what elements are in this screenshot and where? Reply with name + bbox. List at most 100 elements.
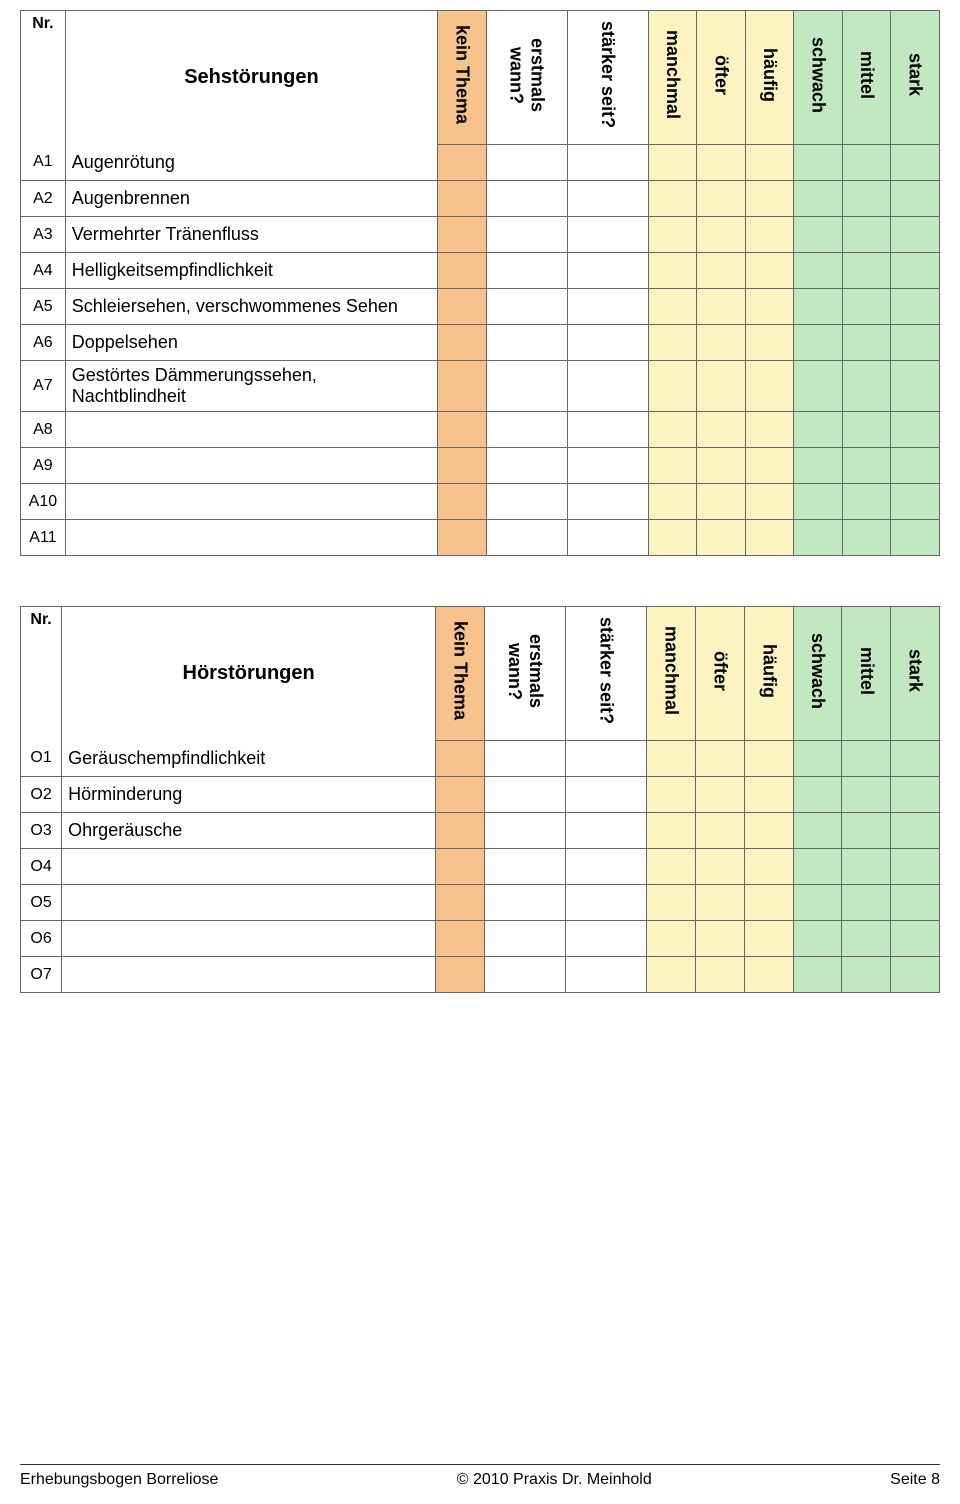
cell-schwach[interactable]	[793, 849, 842, 885]
cell-staerker[interactable]	[567, 181, 648, 217]
cell-haeufig[interactable]	[745, 289, 794, 325]
cell-stark[interactable]	[891, 361, 940, 412]
cell-mittel[interactable]	[842, 520, 891, 556]
cell-stark[interactable]	[891, 777, 940, 813]
cell-haeufig[interactable]	[745, 325, 794, 361]
cell-manchmal[interactable]	[647, 849, 696, 885]
cell-haeufig[interactable]	[744, 849, 793, 885]
cell-haeufig[interactable]	[744, 957, 793, 993]
cell-staerker[interactable]	[567, 325, 648, 361]
cell-mittel[interactable]	[842, 253, 891, 289]
cell-mittel[interactable]	[842, 217, 891, 253]
cell-stark[interactable]	[891, 813, 940, 849]
cell-manchmal[interactable]	[647, 885, 696, 921]
cell-staerker[interactable]	[566, 849, 647, 885]
cell-mittel[interactable]	[842, 741, 891, 777]
cell-schwach[interactable]	[793, 777, 842, 813]
cell-kein-thema[interactable]	[438, 361, 487, 412]
cell-schwach[interactable]	[794, 361, 843, 412]
cell-oefter[interactable]	[696, 849, 745, 885]
cell-erstmals[interactable]	[486, 361, 567, 412]
cell-stark[interactable]	[891, 885, 940, 921]
cell-erstmals[interactable]	[484, 777, 565, 813]
cell-kein-thema[interactable]	[436, 885, 485, 921]
cell-erstmals[interactable]	[484, 849, 565, 885]
cell-oefter[interactable]	[697, 145, 746, 181]
cell-manchmal[interactable]	[648, 448, 697, 484]
cell-schwach[interactable]	[794, 289, 843, 325]
cell-stark[interactable]	[891, 325, 940, 361]
cell-mittel[interactable]	[842, 145, 891, 181]
cell-schwach[interactable]	[794, 181, 843, 217]
cell-kein-thema[interactable]	[438, 325, 487, 361]
cell-oefter[interactable]	[697, 412, 746, 448]
cell-staerker[interactable]	[567, 289, 648, 325]
cell-haeufig[interactable]	[744, 741, 793, 777]
cell-haeufig[interactable]	[745, 484, 794, 520]
cell-staerker[interactable]	[567, 484, 648, 520]
cell-erstmals[interactable]	[486, 253, 567, 289]
cell-schwach[interactable]	[794, 217, 843, 253]
cell-mittel[interactable]	[842, 849, 891, 885]
cell-stark[interactable]	[891, 741, 940, 777]
cell-erstmals[interactable]	[484, 813, 565, 849]
cell-oefter[interactable]	[697, 253, 746, 289]
cell-manchmal[interactable]	[647, 741, 696, 777]
cell-mittel[interactable]	[842, 325, 891, 361]
cell-oefter[interactable]	[697, 217, 746, 253]
cell-oefter[interactable]	[697, 181, 746, 217]
cell-schwach[interactable]	[794, 448, 843, 484]
cell-mittel[interactable]	[842, 777, 891, 813]
cell-oefter[interactable]	[697, 289, 746, 325]
cell-stark[interactable]	[891, 849, 940, 885]
cell-staerker[interactable]	[567, 412, 648, 448]
cell-haeufig[interactable]	[745, 181, 794, 217]
cell-manchmal[interactable]	[648, 253, 697, 289]
cell-manchmal[interactable]	[648, 520, 697, 556]
cell-haeufig[interactable]	[745, 217, 794, 253]
cell-mittel[interactable]	[842, 181, 891, 217]
cell-schwach[interactable]	[793, 957, 842, 993]
cell-stark[interactable]	[891, 520, 940, 556]
cell-manchmal[interactable]	[648, 217, 697, 253]
cell-kein-thema[interactable]	[438, 412, 487, 448]
cell-oefter[interactable]	[697, 361, 746, 412]
cell-manchmal[interactable]	[648, 325, 697, 361]
cell-kein-thema[interactable]	[438, 448, 487, 484]
cell-erstmals[interactable]	[486, 520, 567, 556]
cell-stark[interactable]	[891, 921, 940, 957]
cell-schwach[interactable]	[794, 520, 843, 556]
cell-mittel[interactable]	[842, 289, 891, 325]
cell-kein-thema[interactable]	[438, 289, 487, 325]
cell-oefter[interactable]	[696, 957, 745, 993]
cell-kein-thema[interactable]	[436, 777, 485, 813]
cell-staerker[interactable]	[566, 921, 647, 957]
cell-oefter[interactable]	[697, 448, 746, 484]
cell-staerker[interactable]	[566, 741, 647, 777]
cell-mittel[interactable]	[842, 448, 891, 484]
cell-mittel[interactable]	[842, 921, 891, 957]
cell-kein-thema[interactable]	[436, 813, 485, 849]
cell-staerker[interactable]	[567, 217, 648, 253]
cell-manchmal[interactable]	[648, 145, 697, 181]
cell-kein-thema[interactable]	[436, 849, 485, 885]
cell-oefter[interactable]	[696, 777, 745, 813]
cell-manchmal[interactable]	[648, 412, 697, 448]
cell-manchmal[interactable]	[648, 289, 697, 325]
cell-kein-thema[interactable]	[438, 181, 487, 217]
cell-erstmals[interactable]	[484, 885, 565, 921]
cell-schwach[interactable]	[793, 885, 842, 921]
cell-mittel[interactable]	[842, 885, 891, 921]
cell-schwach[interactable]	[794, 412, 843, 448]
cell-kein-thema[interactable]	[438, 520, 487, 556]
cell-manchmal[interactable]	[647, 957, 696, 993]
cell-oefter[interactable]	[696, 921, 745, 957]
cell-schwach[interactable]	[794, 253, 843, 289]
cell-erstmals[interactable]	[486, 217, 567, 253]
cell-schwach[interactable]	[794, 325, 843, 361]
cell-stark[interactable]	[891, 484, 940, 520]
cell-manchmal[interactable]	[647, 777, 696, 813]
cell-staerker[interactable]	[567, 520, 648, 556]
cell-schwach[interactable]	[793, 741, 842, 777]
cell-erstmals[interactable]	[486, 181, 567, 217]
